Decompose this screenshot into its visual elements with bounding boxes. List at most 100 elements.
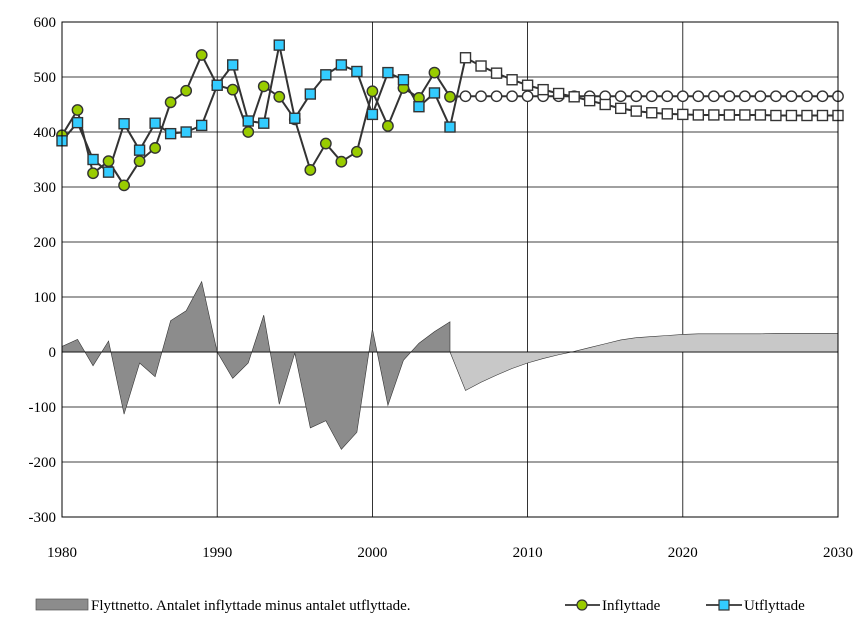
y-tick-label: 200: [34, 235, 57, 251]
utflyttade-point: [320, 69, 332, 81]
inflyttade-point: [71, 104, 84, 116]
legend-label-utflyttade: Utflyttade: [744, 598, 805, 614]
inflyttade-point: [754, 90, 767, 103]
utflyttade-point: [351, 65, 363, 78]
utflyttade-point: [475, 60, 487, 72]
utflyttade-point: [506, 74, 518, 86]
utflyttade-point: [754, 109, 767, 121]
utflyttade-point: [273, 39, 285, 51]
utflyttade-point: [630, 105, 642, 117]
utflyttade-point: [133, 144, 146, 156]
utflyttade-point: [227, 59, 239, 71]
x-tick-label: 1990: [202, 545, 232, 561]
utflyttade-point: [242, 115, 254, 127]
inflyttade-point: [770, 90, 782, 103]
inflyttade-point: [257, 80, 270, 93]
utflyttade-point: [692, 109, 705, 121]
inflyttade-point: [676, 90, 689, 103]
x-tick-label: 2010: [513, 545, 543, 561]
net-migration-area: [61, 280, 839, 450]
utflyttade-point: [258, 117, 270, 129]
legend-marker-utflyttade: [718, 599, 730, 611]
inflyttade-point: [226, 83, 239, 96]
x-axis-tick-labels: 1980 1990 2000 2010 2020 2030: [47, 545, 853, 561]
utflyttade-point: [490, 67, 503, 79]
utflyttade-point: [708, 109, 720, 121]
net-area-history: [61, 280, 451, 450]
utflyttade-point: [335, 59, 348, 71]
inflyttade-point: [304, 164, 317, 176]
legend-swatch-flyttnetto: [35, 598, 89, 611]
inflyttade-point: [319, 137, 332, 150]
utflyttade-point: [289, 112, 301, 124]
inflyttade-point: [149, 142, 162, 154]
inflyttade-point: [738, 90, 751, 103]
inflyttade-point: [506, 90, 518, 103]
utflyttade-point: [770, 109, 782, 122]
inflyttade-point: [118, 179, 130, 192]
y-tick-label: -300: [29, 510, 57, 526]
inflyttade-point: [661, 90, 674, 103]
inflyttade-point: [335, 155, 348, 168]
plot-border: [61, 21, 839, 518]
inflyttade-point: [630, 90, 643, 103]
inflyttade-point: [366, 85, 379, 98]
utflyttade-point: [552, 87, 565, 100]
utflyttade-point: [211, 79, 223, 91]
x-tick-label: 2030: [823, 545, 853, 561]
utflyttade-point: [413, 100, 425, 113]
inflyttade-point: [816, 90, 829, 103]
inflyttade-point: [459, 90, 472, 103]
utflyttade-point: [397, 74, 410, 86]
utflyttade-point: [785, 109, 798, 122]
utflyttade-point: [118, 118, 130, 130]
inflyttade-point: [242, 126, 255, 138]
x-tick-label: 2000: [357, 545, 387, 561]
inflyttade-point: [785, 90, 798, 103]
net-area-forecast: [449, 333, 839, 391]
plot-background: [62, 22, 838, 517]
utflyttade-point: [304, 88, 317, 100]
utflyttade-point: [195, 119, 208, 132]
utflyttade-point: [599, 98, 611, 111]
utflyttade-point: [521, 79, 534, 91]
x-tick-label: 1980: [47, 545, 77, 561]
utflyttade-point: [71, 116, 84, 129]
legend-label-inflyttade: Inflyttade: [602, 598, 661, 614]
inflyttade-point: [444, 90, 456, 103]
x-tick-label: 2020: [668, 545, 698, 561]
inflyttade-point: [645, 90, 658, 103]
utflyttade-point: [739, 109, 751, 121]
y-tick-label: 300: [34, 180, 57, 196]
inflyttade-point: [87, 167, 99, 180]
utflyttade-point: [102, 166, 115, 178]
y-tick-label: 100: [34, 290, 57, 306]
utflyttade-point: [366, 108, 379, 121]
utflyttade-point: [801, 109, 813, 122]
inflyttade-point: [475, 90, 487, 103]
utflyttade-point: [677, 108, 689, 121]
legend-marker-inflyttade: [576, 599, 588, 611]
inflyttade-point: [428, 66, 441, 79]
utflyttade-point: [382, 66, 394, 79]
inflyttade-point: [692, 90, 705, 103]
y-tick-label: 600: [34, 15, 57, 31]
inflyttade-point: [273, 90, 286, 103]
inflyttade-point: [614, 90, 627, 103]
inflyttade-point: [490, 90, 503, 103]
inflyttade-point: [180, 84, 193, 97]
utflyttade-point: [568, 91, 580, 103]
utflyttade-point: [583, 94, 596, 107]
inflyttade-point: [521, 90, 534, 103]
utflyttade-point: [723, 109, 736, 121]
inflyttade-point: [350, 145, 363, 158]
inflyttade-point: [102, 155, 115, 168]
inflyttade-point: [164, 96, 177, 109]
y-tick-label: -100: [29, 400, 57, 416]
utflyttade-point: [615, 102, 627, 115]
utflyttade-point: [661, 108, 673, 120]
utflyttade-point: [428, 87, 441, 99]
y-tick-label: 0: [49, 345, 57, 361]
inflyttade-point: [801, 90, 813, 103]
